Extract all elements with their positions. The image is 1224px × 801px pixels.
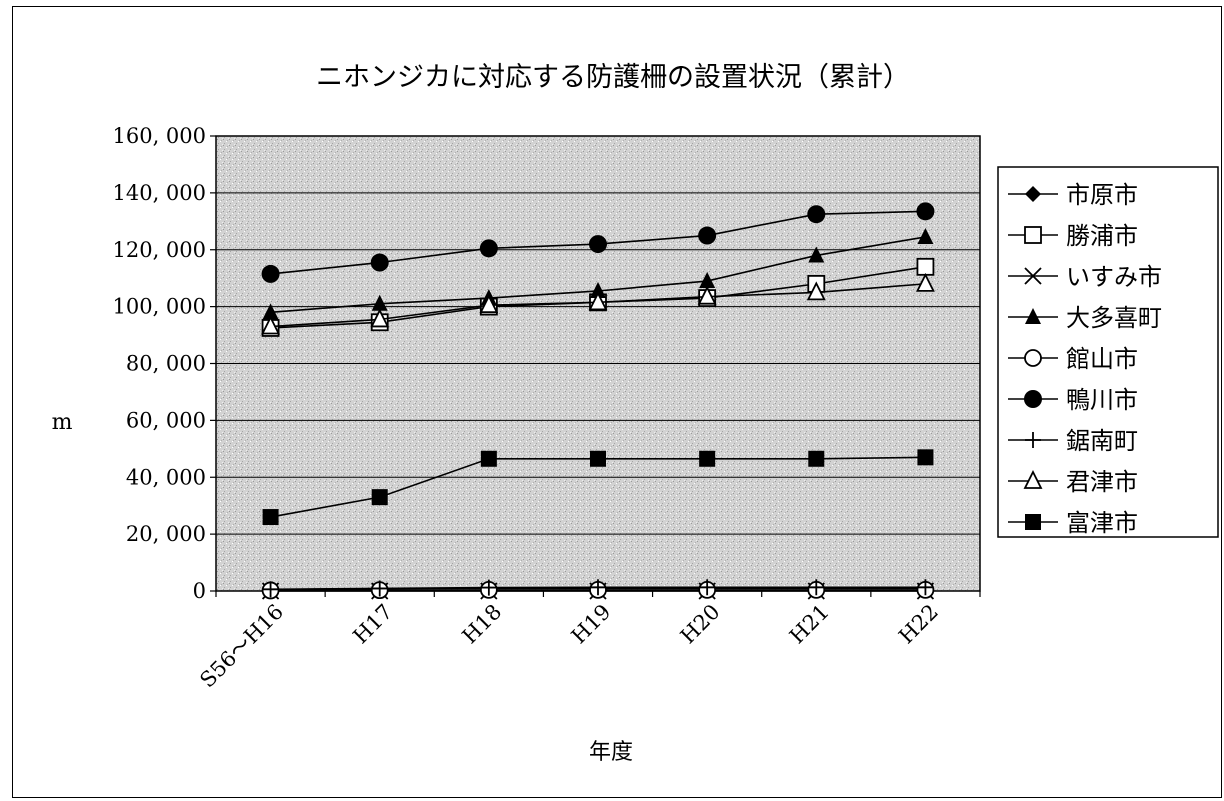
legend-label: 富津市	[1066, 509, 1138, 537]
y-tick-label: 120, 000	[112, 238, 206, 262]
data-point	[917, 579, 934, 596]
series-富津市	[262, 449, 934, 526]
data-point	[699, 450, 716, 467]
data-point	[807, 205, 826, 224]
data-point	[261, 264, 280, 283]
series-大多喜町	[262, 227, 934, 320]
data-point	[1023, 469, 1043, 489]
y-tick-label: 40, 000	[126, 465, 206, 489]
y-tick-label: 20, 000	[126, 522, 206, 546]
x-axis-ticks: S56～H16 H17 H18 H19 H20 H21 H22	[195, 591, 981, 693]
data-point	[699, 579, 716, 596]
data-point	[699, 272, 716, 289]
legend-label: 勝浦市	[1066, 222, 1138, 250]
data-point	[479, 294, 499, 314]
x-tick-label: H19	[567, 600, 616, 649]
legend-label: 鋸南町	[1066, 427, 1138, 455]
legend-label: 鴨川市	[1066, 386, 1138, 414]
y-tick-label: 100, 000	[112, 295, 206, 319]
chart-frame: ニホンジカに対応する防護柵の設置状況（累計） 0 20, 000 40, 000 60…	[12, 6, 1222, 798]
data-point	[916, 202, 935, 221]
legend-item: 鴨川市	[1008, 386, 1138, 414]
data-point	[590, 450, 606, 467]
legend-item: 富津市	[1008, 509, 1138, 537]
data-point	[698, 226, 717, 245]
data-point	[917, 227, 934, 244]
data-point	[588, 291, 608, 311]
data-point	[1024, 267, 1042, 285]
series-layer	[261, 202, 935, 600]
x-tick-label: H17	[348, 600, 397, 649]
data-point	[697, 285, 717, 305]
data-point	[1025, 432, 1041, 448]
data-point	[371, 489, 388, 506]
data-point	[262, 303, 279, 320]
data-point	[1025, 186, 1041, 202]
data-point	[262, 509, 279, 526]
data-point	[371, 294, 388, 311]
legend-item: 鋸南町	[1008, 427, 1138, 455]
x-tick-label: H18	[458, 600, 507, 649]
legend-item: 館山市	[1008, 345, 1138, 373]
legend-label: いすみ市	[1066, 263, 1162, 291]
data-point	[371, 580, 388, 597]
x-tick-label: H22	[894, 600, 943, 649]
y-axis-ticks: 0 20, 000 40, 000 60, 000 80, 000 100, 000 120…	[112, 124, 216, 603]
data-point	[1025, 514, 1041, 530]
data-point	[808, 450, 825, 467]
y-tick-label: 80, 000	[126, 352, 206, 376]
x-axis-title: 年度	[589, 740, 633, 765]
data-point	[808, 579, 825, 596]
data-point	[1024, 226, 1042, 244]
data-point	[370, 308, 390, 328]
y-tick-label: 0	[193, 579, 206, 603]
x-tick-label: H20	[676, 600, 725, 649]
legend-item: いすみ市	[1008, 263, 1162, 291]
x-tick-label: S56～H16	[195, 600, 288, 693]
x-tick-label: H21	[785, 600, 834, 649]
data-point	[480, 450, 497, 467]
data-point	[590, 281, 606, 298]
legend-label: 大多喜町	[1066, 304, 1162, 332]
data-point	[262, 581, 279, 598]
legend-label: 市原市	[1066, 181, 1138, 209]
chart-title: ニホンジカに対応する防護柵の設置状況（累計）	[316, 62, 910, 93]
legend-item: 勝浦市	[1008, 222, 1138, 250]
legend-label: 館山市	[1066, 345, 1138, 373]
data-point	[916, 257, 935, 276]
legend-item: 市原市	[1008, 181, 1138, 209]
data-point	[1024, 349, 1042, 367]
data-point	[480, 579, 497, 596]
data-point	[479, 239, 498, 258]
series-君津市	[261, 272, 935, 335]
data-point	[915, 272, 935, 292]
data-point	[261, 315, 281, 335]
data-point	[917, 449, 934, 466]
legend-item: 大多喜町	[1008, 304, 1162, 332]
data-point	[589, 235, 607, 254]
data-point	[806, 281, 826, 301]
y-tick-label: 140, 000	[112, 181, 206, 205]
y-tick-label: 160, 000	[112, 124, 206, 148]
legend-item: 君津市	[1008, 468, 1138, 496]
legend-label: 君津市	[1066, 468, 1138, 496]
data-point	[590, 579, 606, 596]
data-point	[1025, 308, 1041, 324]
series-鋸南町	[262, 579, 934, 598]
data-point	[1024, 390, 1042, 408]
data-point	[370, 253, 389, 272]
y-tick-label: 60, 000	[126, 408, 206, 432]
data-point	[808, 246, 825, 263]
y-axis-title: m	[52, 410, 73, 435]
series-鴨川市	[261, 202, 935, 283]
line-chart: ニホンジカに対応する防護柵の設置状況（累計） 0 20, 000 40, 000 60…	[52, 62, 1219, 765]
